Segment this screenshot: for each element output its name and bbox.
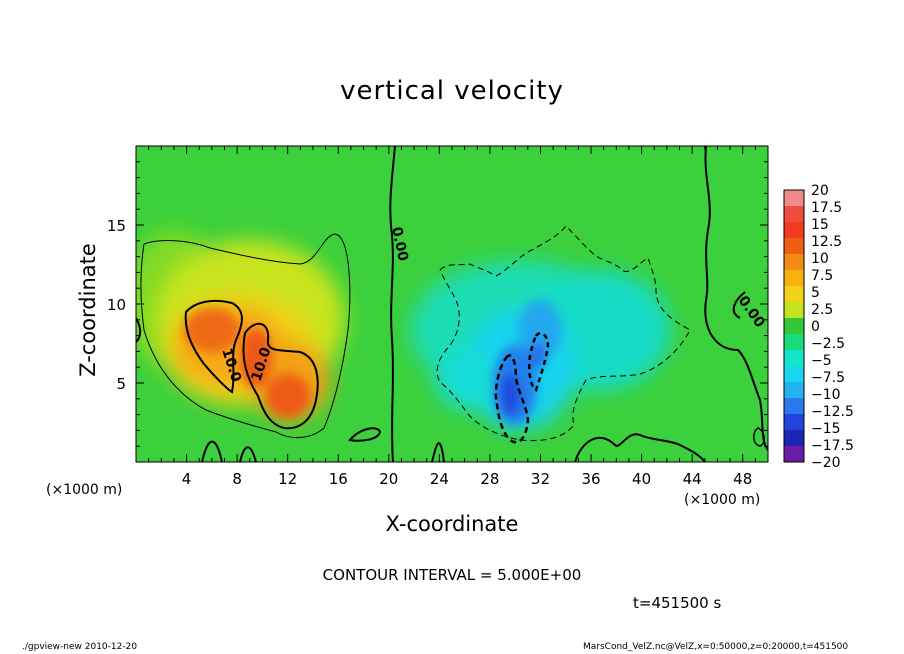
colorbar-label: 17.5	[811, 200, 842, 216]
x-tick-label: 44	[683, 470, 702, 488]
heatmap-field	[136, 146, 768, 462]
contour-zero-line-right	[704, 146, 768, 451]
x-tick-label: 20	[379, 470, 398, 488]
colorbar-label: −5	[811, 353, 832, 369]
colorbar-label: −17.5	[811, 438, 854, 454]
colorbar-swatch	[784, 254, 804, 271]
contour-zero-bottom-4	[574, 433, 706, 462]
x-tick-label: 16	[329, 470, 348, 488]
contour-minus-10-a	[494, 354, 530, 444]
colorbar-label: 7.5	[811, 268, 833, 284]
contour-5	[140, 233, 351, 438]
contour-zero-bottom-1	[201, 440, 223, 462]
x-unit-label-right: (×1000 m)	[684, 492, 761, 508]
x-tick-label: 36	[581, 470, 600, 488]
colorbar-swatch	[784, 414, 804, 431]
colorbar-label: −12.5	[811, 404, 854, 420]
colorbar-swatch	[784, 366, 804, 383]
colorbar-swatch	[784, 334, 804, 351]
colorbar-swatch	[784, 222, 804, 239]
contour-10-a	[184, 299, 243, 394]
colorbar-label: −7.5	[811, 370, 845, 386]
x-tick-label: 4	[182, 470, 192, 488]
colorbar-swatch	[784, 270, 804, 287]
colorbar-label: 20	[811, 183, 829, 199]
colorbar-swatch	[784, 446, 804, 463]
x-tick-label: 28	[480, 470, 499, 488]
footer-left-text: ./gpview-new 2010-12-20	[22, 642, 138, 652]
chart-title: vertical velocity	[340, 76, 564, 106]
colorbar-swatch	[784, 350, 804, 367]
contour-minus-5	[436, 225, 691, 442]
contour-zero-loop	[348, 427, 382, 442]
contour-zero-bottom-3	[431, 442, 445, 462]
colorbar-swatch	[784, 238, 804, 255]
colorbar-label: 0	[811, 319, 820, 335]
colorbar-label: −2.5	[811, 336, 845, 352]
colorbar-label: −10	[811, 387, 841, 403]
colorbar-swatch	[784, 206, 804, 223]
colorbar-label: 12.5	[811, 234, 842, 250]
x-unit-label-left: (×1000 m)	[46, 482, 123, 498]
contour-zero-line	[389, 146, 396, 462]
x-axis-label: X-coordinate	[385, 512, 519, 536]
colorbar-swatch	[784, 382, 804, 399]
x-tick-label: 32	[531, 470, 550, 488]
colorbar-label: 10	[811, 251, 829, 267]
y-tick-label: 15	[107, 217, 126, 235]
x-tick-label: 40	[632, 470, 651, 488]
time-label: t=451500 s	[633, 594, 722, 612]
colorbar-label: 5	[811, 285, 820, 301]
y-tick-label: 10	[107, 296, 126, 314]
contour-10-b	[242, 322, 319, 430]
colorbar-label: −20	[811, 455, 841, 471]
colorbar-label: −15	[811, 421, 841, 437]
contour-interval-note: CONTOUR INTERVAL = 5.000E+00	[322, 566, 582, 584]
colorbar-label: 15	[811, 217, 829, 233]
colorbar-frame	[783, 189, 805, 463]
x-tick-label: 24	[430, 470, 449, 488]
contour-zero-loop-small	[753, 427, 765, 447]
x-tick-label: 48	[733, 470, 752, 488]
colorbar-swatch	[784, 398, 804, 415]
contour-zero-loop-right	[732, 291, 746, 319]
contour-label-zero-left: 0.00	[388, 226, 411, 263]
colorbar-swatch	[784, 318, 804, 335]
colorbar-swatch	[784, 430, 804, 447]
contour-zero-bottom-2	[239, 446, 257, 462]
contour-lines	[136, 146, 768, 462]
colorbar-swatch	[784, 190, 804, 207]
footer-right-text: MarsCond_VelZ.nc@VelZ,x=0:50000,z=0:2000…	[583, 642, 849, 652]
colorbar-swatch	[784, 286, 804, 303]
contour-minus-10-b	[528, 332, 550, 392]
y-tick-label: 5	[116, 375, 126, 393]
colorbar: 2017.51512.5107.552.50−2.5−5−7.5−10−12.5…	[783, 183, 854, 471]
x-tick-label: 12	[278, 470, 297, 488]
y-axis-ticks: 5 10 15	[107, 161, 768, 447]
x-axis-ticks: 4 8 12 16 20 24 28 32 36 40 44 48	[148, 146, 769, 488]
x-tick-label: 8	[232, 470, 242, 488]
colorbar-label: 2.5	[811, 302, 833, 318]
colorbar-swatch	[784, 302, 804, 319]
